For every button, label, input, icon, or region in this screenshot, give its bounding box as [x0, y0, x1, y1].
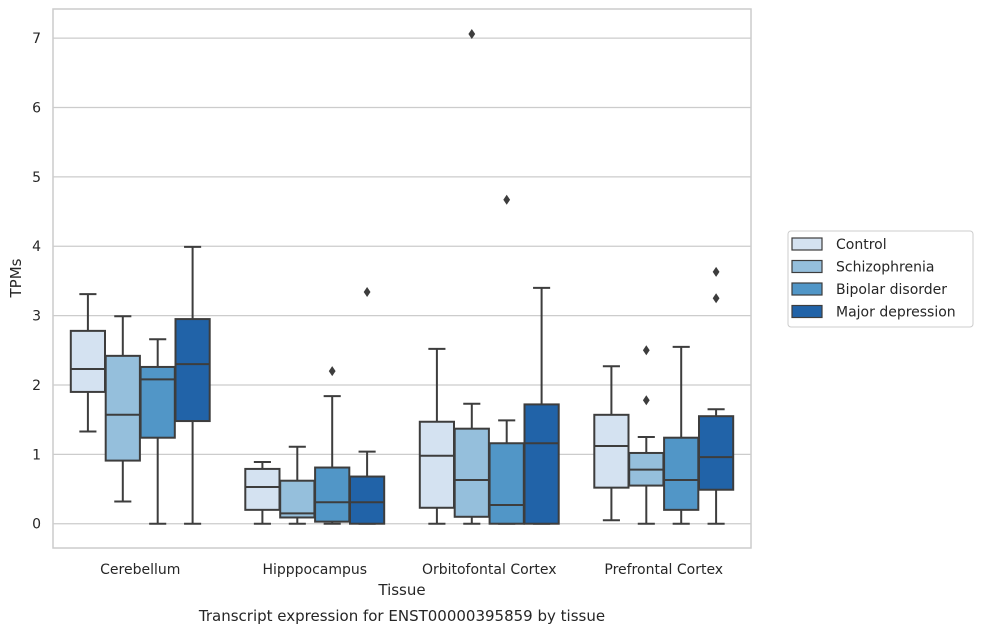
box-iqr: [244, 467, 281, 511]
box: [279, 445, 316, 525]
box: [139, 338, 176, 525]
legend-item: Control: [791, 237, 887, 253]
legend-swatch: [791, 237, 823, 251]
y-tick-label: 4: [32, 239, 41, 255]
y-tick-label: 0: [32, 517, 41, 533]
box: [69, 293, 107, 433]
box-iqr: [104, 354, 141, 462]
box: [174, 245, 211, 525]
x-axis-label: Tissue: [377, 581, 425, 599]
box: [663, 345, 700, 525]
box-iqr: [139, 365, 176, 439]
box-groups: [69, 28, 735, 525]
outlier-point: [468, 28, 476, 39]
box-iqr: [69, 329, 107, 393]
box-iqr: [348, 475, 386, 525]
legend-item: Bipolar disorder: [791, 282, 947, 298]
y-axis-label: TPMs: [7, 258, 25, 298]
box: [314, 366, 351, 525]
legend-label: Control: [836, 237, 887, 253]
box: [244, 460, 281, 525]
chart-caption: Transcript expression for ENST0000039585…: [198, 607, 605, 625]
legend-item: Major depression: [791, 304, 956, 321]
series-3: [174, 245, 735, 525]
plot-frame: [52, 8, 752, 549]
outlier-point: [642, 395, 650, 406]
box: [628, 345, 665, 525]
box-iqr: [314, 466, 351, 523]
x-tick-labels: Cerebellum Hipppocampus Orbitofontal Corte…: [100, 562, 723, 578]
box-iqr: [697, 415, 735, 491]
y-tick-label: 2: [32, 378, 41, 394]
box-iqr: [279, 479, 316, 519]
legend-swatch: [791, 282, 823, 296]
outlier-point: [503, 194, 511, 205]
box: [523, 286, 560, 525]
y-tick-label: 3: [32, 309, 41, 325]
y-tick-label: 1: [32, 447, 41, 463]
y-tick-label: 5: [32, 170, 41, 186]
legend-label: Schizophrenia: [836, 260, 934, 276]
box-iqr: [488, 442, 525, 525]
box: [697, 266, 735, 525]
box: [593, 365, 630, 522]
legend-frame: [787, 230, 974, 328]
outlier-point: [642, 345, 650, 356]
box: [453, 28, 490, 525]
box: [488, 194, 525, 525]
series-1: [104, 28, 665, 525]
x-tick-label: Hipppocampus: [262, 562, 367, 578]
box: [348, 287, 386, 525]
legend-item: Schizophrenia: [791, 259, 934, 276]
y-tick-label: 7: [32, 31, 41, 47]
box: [418, 347, 456, 525]
outlier-point: [363, 287, 371, 298]
box-iqr: [174, 318, 211, 423]
legend-label: Major depression: [836, 305, 956, 321]
legend: Control Schizophrenia Bipolar disorder Majo…: [787, 230, 974, 328]
box-iqr: [593, 413, 630, 489]
y-tick-label: 6: [32, 101, 41, 117]
x-tick-label: Prefrontal Cortex: [604, 562, 723, 578]
box-iqr: [418, 420, 456, 509]
outlier-point: [712, 293, 720, 304]
outlier-point: [712, 266, 720, 277]
box-iqr: [663, 436, 700, 511]
legend-label: Bipolar disorder: [836, 282, 947, 298]
legend-swatch: [791, 259, 823, 274]
series-0: [69, 293, 630, 525]
x-tick-label: Cerebellum: [100, 562, 180, 578]
box: [104, 315, 141, 503]
y-tick-labels: 0 1 2 3 4 5 6 7: [32, 31, 41, 533]
box-iqr: [523, 403, 560, 525]
box-iqr: [453, 427, 490, 518]
legend-swatch: [791, 304, 823, 319]
outlier-point: [328, 366, 336, 377]
series-2: [139, 194, 700, 525]
x-tick-label: Orbitofontal Cortex: [422, 562, 557, 578]
